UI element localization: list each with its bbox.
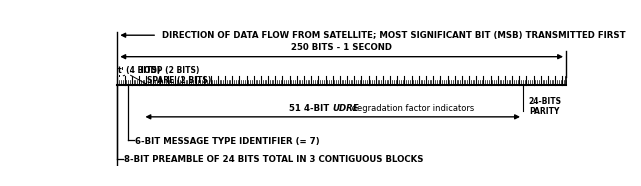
Text: tᴵ (4 BITS): tᴵ (4 BITS): [118, 66, 160, 75]
Text: 51 4-BIT: 51 4-BIT: [290, 104, 333, 113]
Text: 24-BITS
PARITY: 24-BITS PARITY: [528, 97, 561, 116]
Text: 6-BIT MESSAGE TYPE IDENTIFIER (= 7): 6-BIT MESSAGE TYPE IDENTIFIER (= 7): [135, 137, 320, 146]
Text: DIRECTION OF DATA FLOW FROM SATELLITE; MOST SIGNIFICANT BIT (MSB) TRANSMITTED FI: DIRECTION OF DATA FLOW FROM SATELLITE; M…: [162, 31, 626, 40]
Text: IODP (2 BITS): IODP (2 BITS): [141, 66, 199, 75]
Text: 250 BITS - 1 SECOND: 250 BITS - 1 SECOND: [291, 43, 392, 52]
Text: UDRE: UDRE: [333, 104, 360, 113]
Text: SPARE (2 BITS): SPARE (2 BITS): [147, 76, 212, 85]
Text: 8-BIT PREAMBLE OF 24 BITS TOTAL IN 3 CONTIGUOUS BLOCKS: 8-BIT PREAMBLE OF 24 BITS TOTAL IN 3 CON…: [124, 155, 424, 164]
Text: degradation factor indicators: degradation factor indicators: [349, 104, 474, 113]
